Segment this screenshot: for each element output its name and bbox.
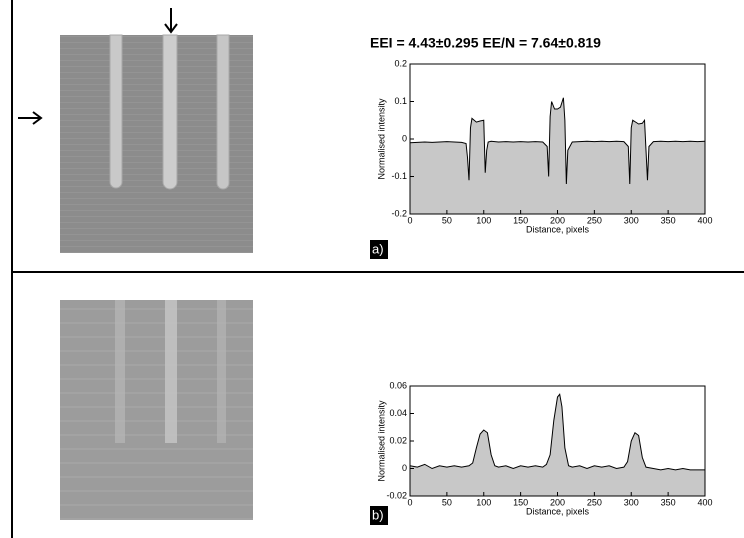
y-tick-label: 0.02 <box>389 435 407 445</box>
x-tick-label: 400 <box>697 215 712 225</box>
line <box>409 393 705 471</box>
area <box>410 394 705 496</box>
x-tick-label: 50 <box>442 215 452 225</box>
x-tick-label: 300 <box>624 215 639 225</box>
x-tick-label: 250 <box>587 215 602 225</box>
y-tick-label: 0 <box>402 133 407 143</box>
arrow-right <box>18 111 43 125</box>
x-tick-label: 350 <box>661 215 676 225</box>
panel-label-box <box>370 506 388 525</box>
x-tick-label: 100 <box>476 215 491 225</box>
panel-label: b) <box>372 507 384 522</box>
y-tick-label: 0.1 <box>394 96 407 106</box>
y-tick-label: 0 <box>402 463 407 473</box>
x-tick-label: 150 <box>513 215 528 225</box>
y-axis-label: Normalised intensity <box>376 98 386 180</box>
panel-label-box <box>370 240 388 259</box>
x-axis-label: Distance, pixels <box>526 224 590 234</box>
y-tick-label: 0.2 <box>394 58 407 68</box>
line <box>409 97 706 185</box>
x-tick-label: 0 <box>407 497 412 507</box>
x-tick-label: 50 <box>442 497 452 507</box>
x-tick-label: 150 <box>513 497 528 507</box>
x-tick-label: 250 <box>587 497 602 507</box>
arrow-down <box>164 8 178 34</box>
x-tick-label: 100 <box>476 497 491 507</box>
x-tick-label: 0 <box>407 215 412 225</box>
sem-image-b <box>60 300 253 520</box>
x-tick-label: 300 <box>624 497 639 507</box>
x-axis-label: Distance, pixels <box>526 506 590 516</box>
y-tick-label: 0.06 <box>389 380 407 390</box>
y-tick-label: 0.04 <box>389 408 407 418</box>
x-tick-label: 400 <box>697 497 712 507</box>
y-tick-label: -0.02 <box>386 490 407 500</box>
sem-image-a <box>60 34 253 253</box>
y-tick-label: -0.1 <box>391 171 407 181</box>
heading: EEI = 4.43±0.295 EE/N = 7.64±0.819 <box>370 35 601 51</box>
x-tick-label: 200 <box>550 215 565 225</box>
x-tick-label: 350 <box>661 497 676 507</box>
panel-label: a) <box>372 241 384 256</box>
x-tick-label: 200 <box>550 497 565 507</box>
y-axis-label: Normalised intensity <box>376 400 386 482</box>
y-tick-label: -0.2 <box>391 208 407 218</box>
